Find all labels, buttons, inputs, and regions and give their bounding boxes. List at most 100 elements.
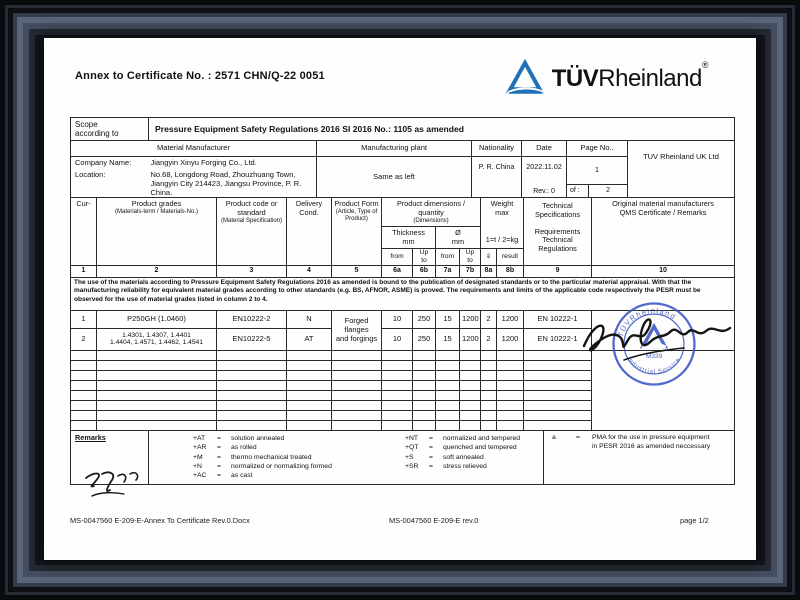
techspec-title: Technical Specifications bbox=[535, 201, 581, 219]
abbr-sr: +SR bbox=[405, 463, 419, 471]
grades-title: Product grades bbox=[131, 199, 182, 209]
material-manufacturer-header: Material Manufacturer bbox=[69, 140, 318, 157]
legend-right-column: +NT = normalized and tempered +QT = quenched… bbox=[405, 434, 543, 481]
colnum-10: 10 bbox=[591, 264, 735, 278]
form-title: Product Form bbox=[334, 199, 379, 209]
eq-sign: = bbox=[429, 453, 433, 461]
col-grades-header: Product grades (Materials-term / Materia… bbox=[96, 197, 217, 266]
issuer-name: TUV Rheinland UK Ltd bbox=[627, 139, 735, 199]
row1-thk-from: 10 bbox=[381, 309, 413, 329]
dimensions-subtitle: (Dimensions) bbox=[413, 217, 449, 224]
footer-document-id: MS-0047560 E-209-E rev.0 bbox=[389, 516, 479, 525]
footer-document-name: MS-0047560 E-209-E-Annex To Certificate … bbox=[70, 516, 250, 525]
location-label: Location: bbox=[75, 169, 106, 179]
abbr-s-def: soft annealed bbox=[443, 453, 484, 461]
eq-sign: = bbox=[217, 472, 221, 480]
row2-dia-from: 15 bbox=[435, 327, 460, 351]
eq-sign: = bbox=[217, 463, 221, 471]
eq-sign: = bbox=[429, 434, 433, 442]
company-name-label: Company Name: bbox=[75, 158, 132, 167]
nationality-value: P. R. China bbox=[471, 155, 523, 199]
page-no-header: Page No.. bbox=[566, 140, 629, 157]
empty-row bbox=[70, 379, 735, 391]
row2-thk-from: 10 bbox=[381, 327, 413, 351]
material-row-2: 2 1.4301, 1.4307, 1.4401 1.4404, 1.4571,… bbox=[70, 327, 735, 351]
company-name-value: Jiangyin Xinyu Forging Co., Ltd. bbox=[150, 158, 257, 167]
abbreviation-legend: +AT = solution annealed +AR = as rolled +M = t… bbox=[148, 429, 544, 485]
material-row-1: 1 P250GH (1.0460) EN10222-2 N Forged fla… bbox=[70, 309, 735, 351]
certificate-paper: Annex to Certificate No. : 2571 CHN/Q-22… bbox=[44, 38, 756, 560]
grid-header-row-2: Thickness mm Ø mm bbox=[71, 225, 735, 250]
row1-grades: P250GH (1.0460) bbox=[96, 309, 217, 329]
colnum-3: 3 bbox=[216, 264, 287, 278]
eq-sign: = bbox=[429, 463, 433, 471]
abbr-ar-def: as rolled bbox=[231, 444, 257, 452]
total-pages: 2 bbox=[606, 186, 610, 194]
techspec-subtitle: Requirements Technical Regulations bbox=[534, 226, 581, 253]
pesr-notice-text: The use of the materials according to Pr… bbox=[70, 276, 735, 311]
abbr-ac-def: as cast bbox=[231, 472, 253, 480]
colnum-9: 9 bbox=[523, 264, 593, 278]
abbr-s: +S bbox=[405, 453, 414, 461]
abbr-nt-def: normalized and tempered bbox=[443, 434, 521, 442]
notice-row: The use of the materials according to Pr… bbox=[70, 276, 735, 311]
colnum-8b: 8b bbox=[496, 264, 525, 278]
col-techspec-header: Technical Specifications Requirements Te… bbox=[523, 197, 593, 266]
weight-result-header: result bbox=[496, 248, 525, 266]
row1-delivery: N bbox=[286, 309, 332, 329]
eq-sign: = bbox=[217, 444, 221, 452]
manufacturing-plant-header: Manufacturing plant bbox=[316, 140, 473, 157]
manufacturer-header-row: Material Manufacturer Manufacturing plan… bbox=[69, 139, 735, 199]
logo-tuv: TÜV bbox=[551, 65, 599, 92]
col-cur-header: Cur- bbox=[70, 197, 97, 266]
col-dimensions-header: Product dimensions / quantity (Dimension… bbox=[380, 197, 482, 227]
diameter-from-header: from bbox=[435, 248, 460, 266]
logo-rheinland: Rheinland bbox=[598, 65, 702, 92]
manufacturer-table: Material Manufacturer Manufacturing plan… bbox=[69, 139, 735, 199]
column-number-row: 1 2 3 4 5 6a 6b 7a 7b 8a 8b 9 10 bbox=[70, 264, 735, 278]
diameter-upto-header: Up to bbox=[458, 248, 482, 266]
row1-code: EN10222-2 bbox=[216, 309, 287, 329]
row1-2-remarks-cell bbox=[591, 309, 735, 351]
code-title: Product code or standard bbox=[225, 199, 278, 217]
abbr-nt: +NT bbox=[405, 434, 419, 442]
annex-certificate-number: Annex to Certificate No. : 2571 CHN/Q-22… bbox=[75, 70, 325, 82]
registered-mark: ® bbox=[701, 60, 709, 70]
empty-row bbox=[70, 409, 735, 421]
row2-no: 2 bbox=[70, 327, 97, 351]
remarks-label-text: Remarks bbox=[75, 432, 106, 442]
row2-weight-unit: 2 bbox=[480, 327, 498, 351]
abbr-sr-def: stress relieved bbox=[443, 463, 487, 471]
material-grid-table: Cur- Product grades (Materials-term / Ma… bbox=[70, 197, 735, 431]
footer-page-indicator: page 1/2 bbox=[680, 516, 709, 525]
remarks-table: Remarks +AT = solution annealed +AR = as rol… bbox=[70, 429, 735, 485]
row2-weight-result: 1200 bbox=[496, 327, 525, 351]
revision-label: Rev.: 0 bbox=[533, 187, 555, 195]
thickness-header: Thickness mm bbox=[381, 225, 436, 250]
abbr-at: +AT bbox=[193, 434, 206, 442]
weight-unit: 1=t / 2=kg bbox=[485, 234, 519, 244]
diameter-header: Ø mm bbox=[434, 225, 482, 250]
manufacturer-value-row: Company Name: Location: Jiangyin Xinyu F… bbox=[70, 155, 735, 199]
row2-grades: 1.4301, 1.4307, 1.4401 1.4404, 1.4571, 1… bbox=[96, 327, 217, 351]
col-form-header: Product Form (Article, Type of Product) bbox=[331, 197, 382, 266]
eq-sign: = bbox=[576, 433, 580, 441]
product-form-value: Forged flanges and forgings bbox=[331, 309, 382, 351]
page-cell: 1 of : 2 bbox=[566, 155, 629, 199]
pma-note-cell: a = PMA for the use in pressure equipmen… bbox=[543, 429, 735, 485]
abbr-ac: +AC bbox=[193, 472, 207, 480]
certificate-table: Scope according to Pressure Equipment Sa… bbox=[69, 117, 735, 485]
empty-row bbox=[70, 349, 735, 431]
abbr-n: +N bbox=[193, 463, 202, 471]
row1-thk-to: 250 bbox=[412, 309, 436, 329]
note-key: a bbox=[552, 433, 556, 441]
colnum-2: 2 bbox=[96, 264, 217, 278]
grades-subtitle: (Materials-term / Materials-No.) bbox=[114, 208, 198, 215]
row1-spec: EN 10222-1 bbox=[523, 309, 593, 329]
plant-value: Same as left bbox=[316, 155, 473, 199]
col-qms-header: Original material manufacturers QMS Cert… bbox=[591, 197, 735, 266]
row1-weight-result: 1200 bbox=[496, 309, 525, 329]
weight-title: Weight max bbox=[490, 199, 514, 217]
row2-spec: EN 10222-1 bbox=[523, 327, 593, 351]
